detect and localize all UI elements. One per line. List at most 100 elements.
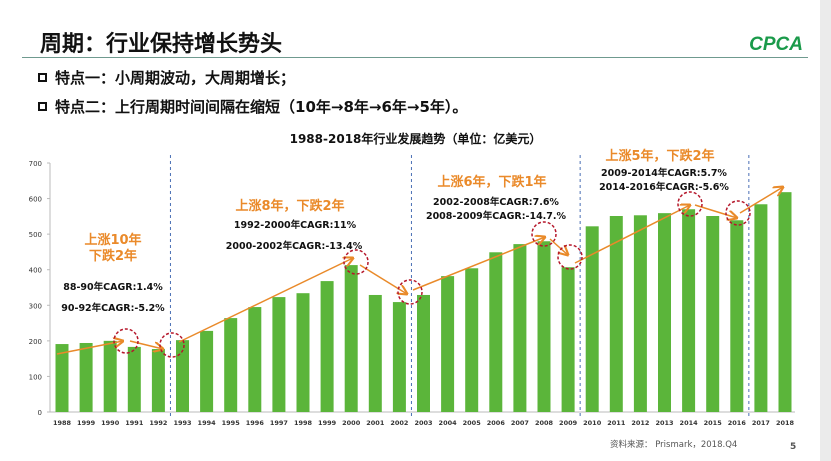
turning-point-circle <box>531 221 557 247</box>
page-edge <box>820 0 831 461</box>
bar-2010 <box>585 226 599 412</box>
x-tick-label: 2002 <box>390 419 408 427</box>
trend-arrow <box>739 187 783 214</box>
trend-arrow <box>574 205 690 264</box>
x-tick-label: 2013 <box>655 419 673 427</box>
x-tick-label: 1992 <box>149 419 167 427</box>
x-tick-label: 1991 <box>125 419 144 427</box>
phase-label: 下跌2年 <box>88 249 138 264</box>
bar-1997 <box>272 297 286 412</box>
x-tick-label: 2005 <box>463 419 482 427</box>
bar-1999 <box>79 342 93 412</box>
x-tick-label: 1995 <box>222 419 241 427</box>
bar-1999 <box>320 281 334 412</box>
bar-1995 <box>224 318 238 412</box>
bar-2015 <box>706 216 720 412</box>
trend-arrow <box>549 238 568 255</box>
bar-1998 <box>296 293 310 412</box>
bar-1993 <box>176 340 189 412</box>
bar-1992 <box>151 349 165 412</box>
phase-label: 上涨8年，下跌2年 <box>235 199 345 214</box>
square-bullet-icon <box>38 73 47 82</box>
x-tick-label: 2009 <box>559 419 578 427</box>
bar-1988 <box>55 344 69 412</box>
x-tick-label: 1990 <box>101 419 120 427</box>
bar-2007 <box>513 244 527 412</box>
x-tick-label: 2018 <box>776 419 795 427</box>
x-tick-label: 2008 <box>535 419 554 427</box>
phase-label: 上涨5年，下跌2年 <box>605 149 715 164</box>
cagr-label: 1992-2000年CAGR:11% <box>233 220 357 231</box>
cagr-label: 2008-2009年CAGR:-14.7.% <box>425 211 567 222</box>
bullet-text: 特点二：上行周期时间间隔在缩短（10年→8年→6年→5年）。 <box>55 98 468 116</box>
bar-2002 <box>392 302 406 412</box>
turning-point-circle <box>159 332 185 358</box>
y-tick-label: 600 <box>29 196 42 204</box>
turning-point-circle <box>677 191 703 217</box>
bar-1994 <box>200 330 214 412</box>
y-tick-label: 100 <box>29 373 42 381</box>
trend-arrow <box>694 204 737 218</box>
x-tick-label: 1996 <box>246 419 265 427</box>
y-tick-label: 0 <box>38 409 42 417</box>
chart-title: 1988-2018年行业发展趋势（单位：亿美元） <box>289 132 542 146</box>
turning-point-circle <box>397 279 423 305</box>
bar-2014 <box>682 209 696 412</box>
bar-2005 <box>465 268 479 412</box>
cagr-label: 2000-2002年CAGR:-13.4% <box>225 241 363 252</box>
trend-arrow <box>56 341 123 355</box>
x-tick-label: 2017 <box>752 419 770 427</box>
x-tick-label: 1997 <box>270 419 288 427</box>
bullet-item: 特点二：上行周期时间间隔在缩短（10年→8年→6年→5年）。 <box>38 96 467 117</box>
phase-label: 上涨10年 <box>84 233 142 248</box>
x-tick-label: 2006 <box>487 419 506 427</box>
x-tick-label: 2016 <box>728 419 747 427</box>
trend-arrow <box>412 237 545 291</box>
turning-point-circle <box>343 249 369 275</box>
bar-2017 <box>754 204 768 412</box>
y-tick-label: 700 <box>29 160 42 168</box>
bar-2011 <box>609 216 623 412</box>
x-tick-label: 1998 <box>294 419 313 427</box>
y-tick-label: 500 <box>29 231 42 239</box>
x-tick-label: 1993 <box>173 419 191 427</box>
bar-2016 <box>730 220 744 412</box>
y-tick-label: 400 <box>29 267 42 275</box>
phase-label: 上涨6年，下跌1年 <box>437 175 547 190</box>
bar-2001 <box>368 294 382 412</box>
y-tick-label: 200 <box>29 338 42 346</box>
cagr-label: 90-92年CAGR:-5.2% <box>61 303 165 314</box>
x-tick-label: 2000 <box>342 419 361 427</box>
cagr-label: 88-90年CAGR:1.4% <box>63 282 163 293</box>
bar-1996 <box>248 307 262 412</box>
bar-2003 <box>417 294 430 412</box>
page-title: 周期：行业保持增长势头 <box>40 32 283 57</box>
x-tick-label: 2012 <box>631 419 649 427</box>
bar-2006 <box>489 252 503 412</box>
trend-arrow <box>129 340 163 349</box>
x-tick-label: 2001 <box>366 419 385 427</box>
cpca-logo: CPCA <box>749 34 803 55</box>
turning-point-circle <box>113 328 139 354</box>
x-tick-label: 2010 <box>583 419 602 427</box>
bar-2012 <box>633 215 647 412</box>
bar-1991 <box>127 346 141 412</box>
x-tick-label: 1999 <box>77 419 96 427</box>
x-tick-label: 2014 <box>680 419 699 427</box>
bar-2008 <box>537 241 551 412</box>
bullet-text: 特点一：小周期波动，大周期增长； <box>55 69 296 87</box>
cagr-label: 2009-2014年CAGR:5.7% <box>601 168 727 179</box>
x-tick-label: 2004 <box>439 419 458 427</box>
trend-arrow <box>178 258 353 343</box>
bar-2013 <box>658 213 671 412</box>
square-bullet-icon <box>38 102 47 111</box>
cagr-label: 2002-2008年CAGR:7.6% <box>433 197 559 208</box>
bar-2009 <box>561 267 575 412</box>
bar-2000 <box>344 265 358 412</box>
bullet-item: 特点一：小周期波动，大周期增长； <box>38 67 295 88</box>
x-tick-label: 2015 <box>704 419 723 427</box>
turning-point-circle <box>557 244 583 270</box>
x-tick-label: 1988 <box>53 419 72 427</box>
x-tick-label: 2011 <box>607 419 626 427</box>
